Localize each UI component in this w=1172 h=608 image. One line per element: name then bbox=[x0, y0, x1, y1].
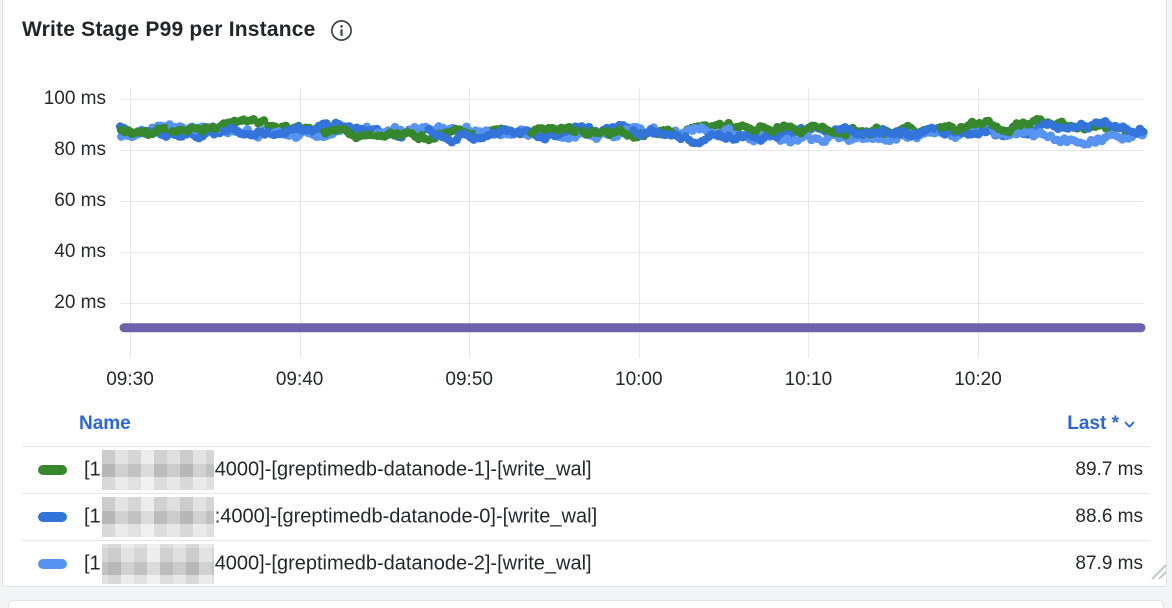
masked-ip-pixelation bbox=[101, 497, 214, 537]
series-name[interactable]: [1 4000]-[greptimedb-datanode-1]-[write_w… bbox=[84, 450, 592, 490]
series-color-swatch[interactable] bbox=[38, 512, 67, 522]
series-color-swatch[interactable] bbox=[38, 559, 67, 569]
legend-rows: [1 4000]-[greptimedb-datanode-1]-[write_w… bbox=[22, 446, 1150, 587]
x-tick-label: 10:00 bbox=[615, 369, 663, 390]
x-tick-label: 09:50 bbox=[445, 369, 493, 390]
x-tick-label: 10:20 bbox=[954, 369, 1002, 390]
series-name[interactable]: [1 :4000]-[greptimedb-datanode-0]-[write_… bbox=[84, 497, 597, 537]
y-tick-label: 40 ms bbox=[54, 241, 106, 262]
panel-title: Write Stage P99 per Instance bbox=[22, 18, 316, 41]
series-name-suffix: 4000]-[greptimedb-datanode-2]-[write_wal… bbox=[214, 552, 592, 575]
legend-header-row: Name Last * bbox=[22, 402, 1150, 446]
x-tick-label: 09:40 bbox=[275, 369, 324, 390]
y-tick-label: 20 ms bbox=[54, 292, 106, 313]
series-name-suffix: :4000]-[greptimedb-datanode-0]-[write_wa… bbox=[214, 505, 598, 528]
series-name[interactable]: [1 4000]-[greptimedb-datanode-2]-[write_w… bbox=[84, 544, 592, 584]
series-last-value: 87.9 ms bbox=[1075, 553, 1143, 574]
series-name-prefix: [1 bbox=[84, 505, 101, 528]
chevron-down-icon bbox=[1124, 421, 1135, 428]
legend-table: Name Last * [1 4000]-[greptimedb-datanode… bbox=[22, 402, 1150, 587]
series-name-prefix: [1 bbox=[84, 458, 101, 481]
next-panel-top-edge bbox=[8, 600, 1164, 608]
series-last-value: 89.7 ms bbox=[1075, 459, 1143, 480]
y-tick-label: 60 ms bbox=[54, 190, 106, 211]
info-circle-icon[interactable] bbox=[330, 19, 353, 42]
legend-row[interactable]: [1 4000]-[greptimedb-datanode-2]-[write_w… bbox=[22, 540, 1150, 587]
legend-row[interactable]: [1 :4000]-[greptimedb-datanode-0]-[write_… bbox=[22, 493, 1150, 540]
legend-last-label: Last * bbox=[1067, 413, 1119, 434]
panel-header: Write Stage P99 per Instance bbox=[22, 15, 353, 45]
masked-ip-pixelation bbox=[101, 544, 214, 584]
x-tick-label: 09:30 bbox=[106, 369, 154, 390]
series-last-value: 88.6 ms bbox=[1075, 506, 1143, 527]
legend-row[interactable]: [1 4000]-[greptimedb-datanode-1]-[write_w… bbox=[22, 446, 1150, 493]
masked-ip-pixelation bbox=[101, 450, 214, 490]
series-name-prefix: [1 bbox=[84, 552, 101, 575]
series-name-suffix: 4000]-[greptimedb-datanode-1]-[write_wal… bbox=[214, 458, 592, 481]
panel-resize-grip-icon[interactable] bbox=[1146, 561, 1168, 583]
legend-sort-by-last[interactable]: Last * bbox=[1067, 413, 1136, 435]
y-tick-label: 100 ms bbox=[43, 88, 106, 109]
legend-sort-by-name[interactable]: Name bbox=[79, 413, 131, 434]
x-tick-label: 10:10 bbox=[784, 369, 833, 390]
y-tick-label: 80 ms bbox=[54, 139, 106, 160]
series-color-swatch[interactable] bbox=[38, 465, 67, 475]
